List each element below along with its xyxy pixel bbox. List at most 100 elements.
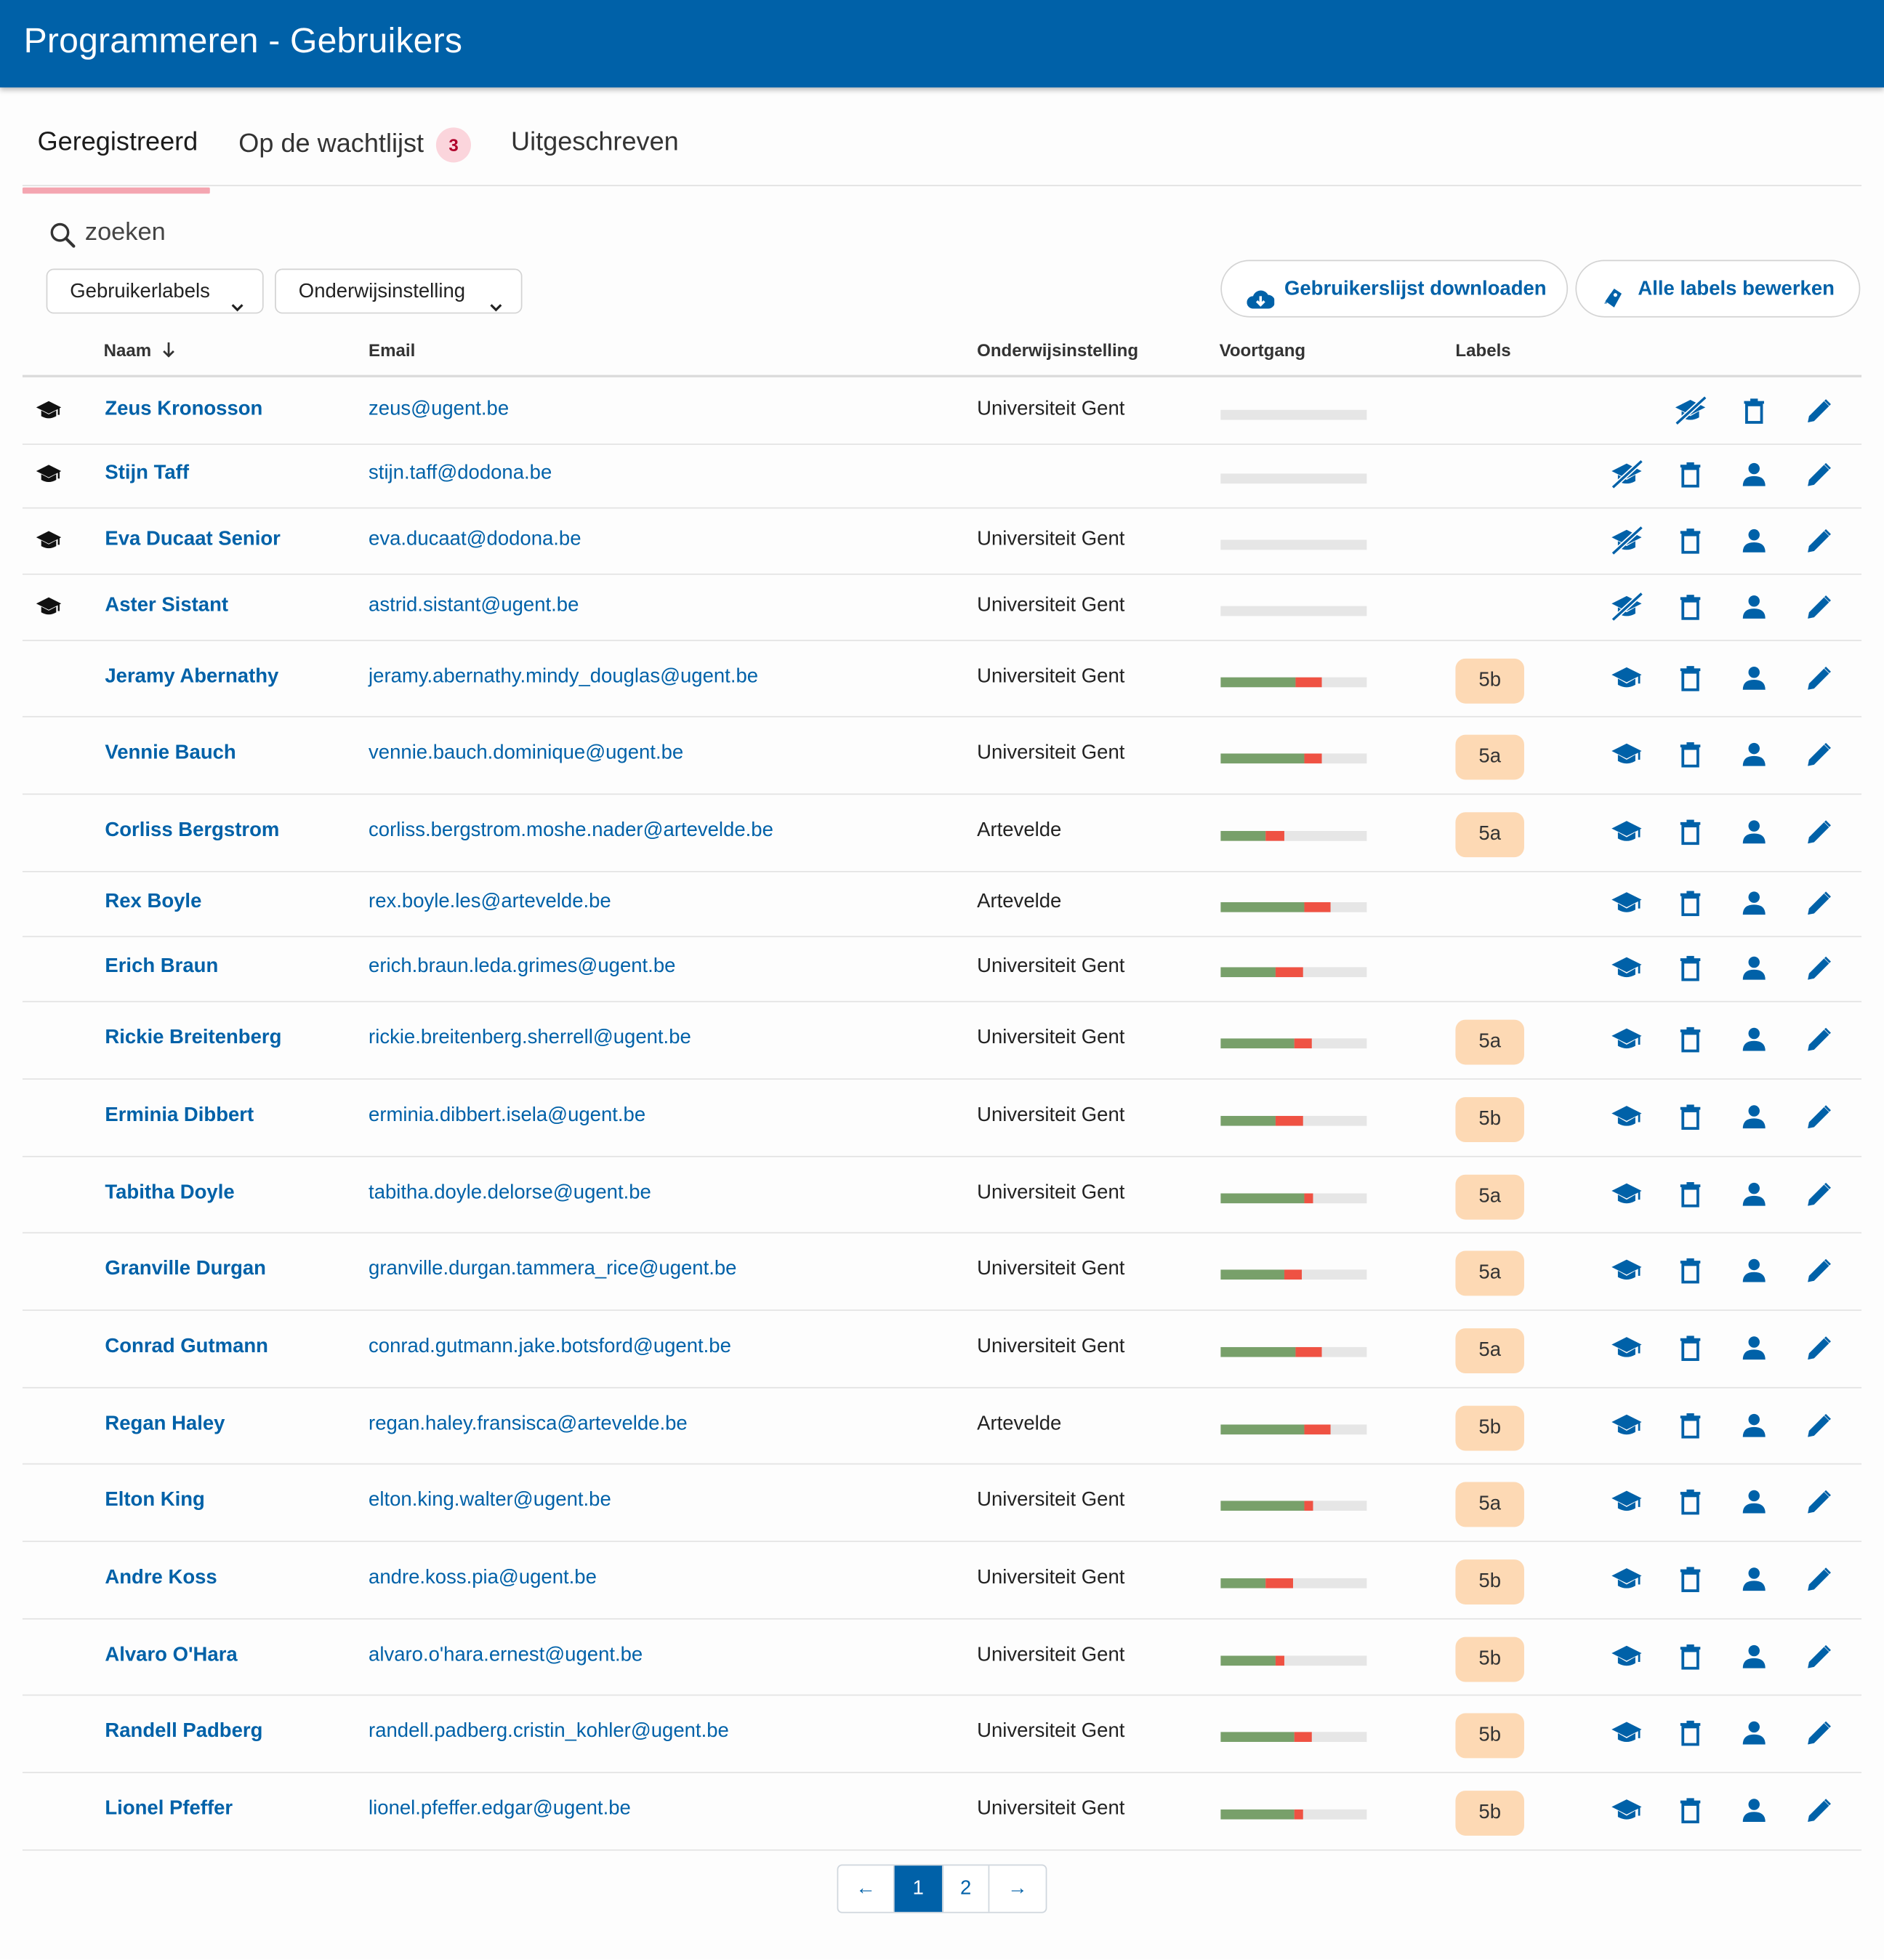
user-email-link[interactable]: conrad.gutmann.jake.botsford@ugent.be <box>369 1336 731 1357</box>
remove-user-button[interactable] <box>1673 1176 1708 1211</box>
edit-user-button[interactable] <box>1802 1022 1837 1057</box>
user-email-link[interactable]: corliss.bergstrom.moshe.nader@artevelde.… <box>369 819 773 841</box>
make-course-admin-button[interactable] <box>1609 1485 1644 1519</box>
edit-user-button[interactable] <box>1802 1407 1837 1442</box>
view-user-button[interactable] <box>1736 1639 1771 1674</box>
institution-filter[interactable]: Onderwijsinstelling <box>275 268 523 314</box>
remove-user-button[interactable] <box>1673 815 1708 850</box>
remove-user-button[interactable] <box>1736 393 1771 428</box>
user-name-link[interactable]: Rickie Breitenberg <box>105 1027 282 1049</box>
remove-user-button[interactable] <box>1673 1100 1708 1135</box>
user-email-link[interactable]: randell.padberg.cristin_kohler@ugent.be <box>369 1720 729 1743</box>
view-user-button[interactable] <box>1736 1407 1771 1442</box>
remove-user-button[interactable] <box>1673 660 1708 695</box>
remove-user-button[interactable] <box>1673 1639 1708 1674</box>
edit-user-button[interactable] <box>1802 393 1837 428</box>
user-name-link[interactable]: Stijn Taff <box>105 462 189 484</box>
view-user-button[interactable] <box>1736 737 1771 772</box>
make-course-admin-button[interactable] <box>1609 1253 1644 1288</box>
make-course-admin-button[interactable] <box>1609 1794 1644 1828</box>
download-userlist-button[interactable]: Gebruikerslijst downloaden <box>1220 260 1569 318</box>
remove-course-admin-button[interactable] <box>1609 589 1644 624</box>
user-name-link[interactable]: Eva Ducaat Senior <box>105 528 281 550</box>
edit-user-button[interactable] <box>1802 1176 1837 1211</box>
prev-page-button[interactable]: ← <box>838 1865 895 1912</box>
view-user-button[interactable] <box>1736 1485 1771 1519</box>
user-name-link[interactable]: Zeus Kronosson <box>105 398 263 419</box>
user-name-link[interactable]: Tabitha Doyle <box>105 1181 235 1203</box>
view-user-button[interactable] <box>1736 1176 1771 1211</box>
remove-user-button[interactable] <box>1673 457 1708 492</box>
user-email-link[interactable]: jeramy.abernathy.mindy_douglas@ugent.be <box>369 665 759 687</box>
view-user-button[interactable] <box>1736 951 1771 986</box>
user-name-link[interactable]: Randell Padberg <box>105 1720 263 1743</box>
user-name-link[interactable]: Jeramy Abernathy <box>105 665 279 687</box>
user-email-link[interactable]: lionel.pfeffer.edgar@ugent.be <box>369 1798 631 1820</box>
user-email-link[interactable]: vennie.bauch.dominique@ugent.be <box>369 742 684 764</box>
edit-user-button[interactable] <box>1802 1100 1837 1135</box>
edit-user-button[interactable] <box>1802 1716 1837 1751</box>
view-user-button[interactable] <box>1736 1022 1771 1057</box>
remove-user-button[interactable] <box>1673 1716 1708 1751</box>
user-name-link[interactable]: Lionel Pfeffer <box>105 1798 233 1820</box>
edit-user-button[interactable] <box>1802 660 1837 695</box>
page-1-button[interactable]: 1 <box>894 1865 943 1912</box>
user-name-link[interactable]: Andre Koss <box>105 1567 217 1589</box>
view-user-button[interactable] <box>1736 1253 1771 1288</box>
user-name-link[interactable]: Erich Braun <box>105 955 219 978</box>
user-email-link[interactable]: erich.braun.leda.grimes@ugent.be <box>369 955 676 978</box>
make-course-admin-button[interactable] <box>1609 1100 1644 1135</box>
make-course-admin-button[interactable] <box>1609 1716 1644 1751</box>
make-course-admin-button[interactable] <box>1609 1407 1644 1442</box>
make-course-admin-button[interactable] <box>1609 737 1644 772</box>
remove-user-button[interactable] <box>1673 589 1708 624</box>
view-user-button[interactable] <box>1736 1331 1771 1366</box>
make-course-admin-button[interactable] <box>1609 1639 1644 1674</box>
user-name-link[interactable]: Alvaro O'Hara <box>105 1644 238 1666</box>
remove-course-admin-button[interactable] <box>1673 393 1708 428</box>
user-email-link[interactable]: rex.boyle.les@artevelde.be <box>369 891 611 912</box>
remove-user-button[interactable] <box>1673 1485 1708 1519</box>
user-name-link[interactable]: Regan Haley <box>105 1413 225 1434</box>
user-email-link[interactable]: zeus@ugent.be <box>369 398 510 419</box>
view-user-button[interactable] <box>1736 1716 1771 1751</box>
edit-all-labels-button[interactable]: Alle labels bewerken <box>1575 260 1861 318</box>
make-course-admin-button[interactable] <box>1609 1331 1644 1366</box>
remove-user-button[interactable] <box>1673 1407 1708 1442</box>
user-email-link[interactable]: rickie.breitenberg.sherrell@ugent.be <box>369 1027 691 1049</box>
make-course-admin-button[interactable] <box>1609 1176 1644 1211</box>
user-name-link[interactable]: Rex Boyle <box>105 891 202 912</box>
view-user-button[interactable] <box>1736 1562 1771 1597</box>
make-course-admin-button[interactable] <box>1609 1022 1644 1057</box>
make-course-admin-button[interactable] <box>1609 1562 1644 1597</box>
remove-user-button[interactable] <box>1673 1331 1708 1366</box>
view-user-button[interactable] <box>1736 660 1771 695</box>
make-course-admin-button[interactable] <box>1609 951 1644 986</box>
user-email-link[interactable]: erminia.dibbert.isela@ugent.be <box>369 1104 646 1126</box>
view-user-button[interactable] <box>1736 1100 1771 1135</box>
view-user-button[interactable] <box>1736 815 1771 850</box>
edit-user-button[interactable] <box>1802 1331 1837 1366</box>
tab-registered[interactable]: Geregistreerd <box>22 127 210 194</box>
user-email-link[interactable]: astrid.sistant@ugent.be <box>369 594 579 616</box>
user-name-link[interactable]: Conrad Gutmann <box>105 1336 268 1357</box>
view-user-button[interactable] <box>1736 886 1771 921</box>
user-email-link[interactable]: tabitha.doyle.delorse@ugent.be <box>369 1181 651 1203</box>
edit-user-button[interactable] <box>1802 951 1837 986</box>
user-email-link[interactable]: elton.king.walter@ugent.be <box>369 1489 611 1511</box>
sort-by-name-header[interactable]: Naam <box>104 340 177 363</box>
remove-user-button[interactable] <box>1673 1022 1708 1057</box>
remove-user-button[interactable] <box>1673 1794 1708 1828</box>
view-user-button[interactable] <box>1736 589 1771 624</box>
edit-user-button[interactable] <box>1802 737 1837 772</box>
user-email-link[interactable]: regan.haley.fransisca@artevelde.be <box>369 1413 688 1434</box>
user-email-link[interactable]: andre.koss.pia@ugent.be <box>369 1567 597 1589</box>
edit-user-button[interactable] <box>1802 1562 1837 1597</box>
tab-unsubscribed[interactable]: Uitgeschreven <box>511 127 679 185</box>
user-name-link[interactable]: Granville Durgan <box>105 1258 266 1280</box>
user-labels-filter[interactable]: Gebruikerlabels <box>46 268 264 314</box>
edit-user-button[interactable] <box>1802 523 1837 558</box>
remove-user-button[interactable] <box>1673 737 1708 772</box>
next-page-button[interactable]: → <box>1007 1878 1028 1900</box>
remove-course-admin-button[interactable] <box>1609 457 1644 492</box>
